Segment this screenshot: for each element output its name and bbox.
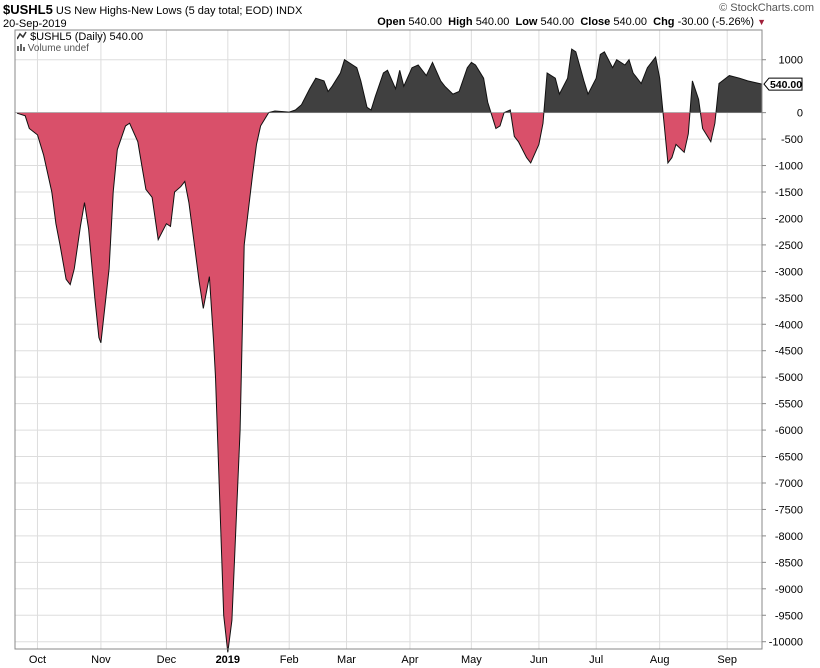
positive-area [716,75,762,113]
y-tick-label: -4500 [775,346,803,358]
y-tick-label: -6000 [775,425,803,437]
x-tick-label: Nov [91,654,111,666]
exchange: INDX [276,5,303,17]
y-tick-label: -8500 [775,557,803,569]
volume-bars-icon [17,44,25,51]
x-tick-label: Mar [337,654,356,666]
brand-watermark: © StockCharts.com [719,2,814,14]
chg-value: -30.00 (-5.26%) [677,16,755,28]
x-tick-label: May [461,654,482,666]
y-tick-label: -10000 [769,637,803,649]
negative-area [510,112,544,163]
ohlc-summary: Open 540.00 High 540.00 Low 540.00 Close… [377,16,766,28]
x-tick-label: Oct [29,654,46,666]
plot-frame [14,29,763,650]
y-tick-label: -1500 [775,187,803,199]
x-tick-label: Apr [401,654,418,666]
legend-volume: Volume undef [27,43,89,54]
negative-area [17,112,269,653]
y-tick-label: -2000 [775,213,803,225]
y-tick-label: -3500 [775,293,803,305]
chart-date: 20-Sep-2019 [3,18,67,30]
x-tick-label: Dec [157,654,177,666]
y-tick-label: -6500 [775,452,803,464]
y-tick-label: -2500 [775,240,803,252]
x-tick-label: Sep [717,654,737,666]
description: US New Highs-New Lows (5 day total; EOD) [55,5,273,17]
y-tick-label: -7500 [775,504,803,516]
open-value: 540.00 [408,16,443,28]
positive-area [690,80,701,113]
x-tick-label: Aug [650,654,670,666]
y-tick-label: 0 [797,108,803,120]
y-tick-label: -3000 [775,266,803,278]
y-tick-label: -9500 [775,610,803,622]
line-chart-icon [16,31,27,40]
y-tick-label: -7000 [775,478,803,490]
x-tick-label: 2019 [216,654,240,666]
low-label: Low [515,16,538,28]
price-tag-label: 540.00 [770,79,802,91]
y-tick-label: -1000 [775,161,803,173]
x-axis: Oct Nov Dec 2019 Feb Mar Apr May Jun Jul Aug Sep [29,654,737,666]
y-tick-label: 1000 [779,55,803,67]
negative-area [491,112,505,129]
x-tick-label: Jul [589,654,603,666]
open-label: Open [377,16,406,28]
y-tick-label: -4000 [775,319,803,331]
close-label: Close [580,16,611,28]
positive-area [543,49,663,113]
price-tag-shape [763,77,803,91]
x-tick-label: Jun [530,654,548,666]
chart-title: $USHL5 US New Highs-New Lows (5 day tota… [3,2,302,17]
last-price-tag: 540.00 [763,77,803,91]
y-tick-label: -8000 [775,531,803,543]
y-tick-label: -500 [781,134,803,146]
y-tick-label: -5500 [775,399,803,411]
legend: $USHL5 (Daily) 540.00 Volume undef [16,31,144,54]
symbol: $USHL5 [3,2,53,17]
positive-area [268,59,491,113]
down-triangle-icon: ▼ [757,17,766,27]
x-tick-label: Feb [280,654,299,666]
y-tick-label: -9000 [775,584,803,596]
series-line [16,48,763,653]
series-area [15,48,763,653]
high-value: 540.00 [475,16,510,28]
low-value: 540.00 [540,16,575,28]
high-label: High [448,16,473,28]
legend-series: $USHL5 (Daily) 540.00 [30,31,144,43]
negative-area [663,112,690,163]
close-value: 540.00 [613,16,647,28]
chg-label: Chg [653,16,675,28]
y-tick-label: -5000 [775,372,803,384]
y-axis: 1000 0 -500 -1000 -1500 -2000 -2500 -3000 -3500 -… [762,55,803,649]
